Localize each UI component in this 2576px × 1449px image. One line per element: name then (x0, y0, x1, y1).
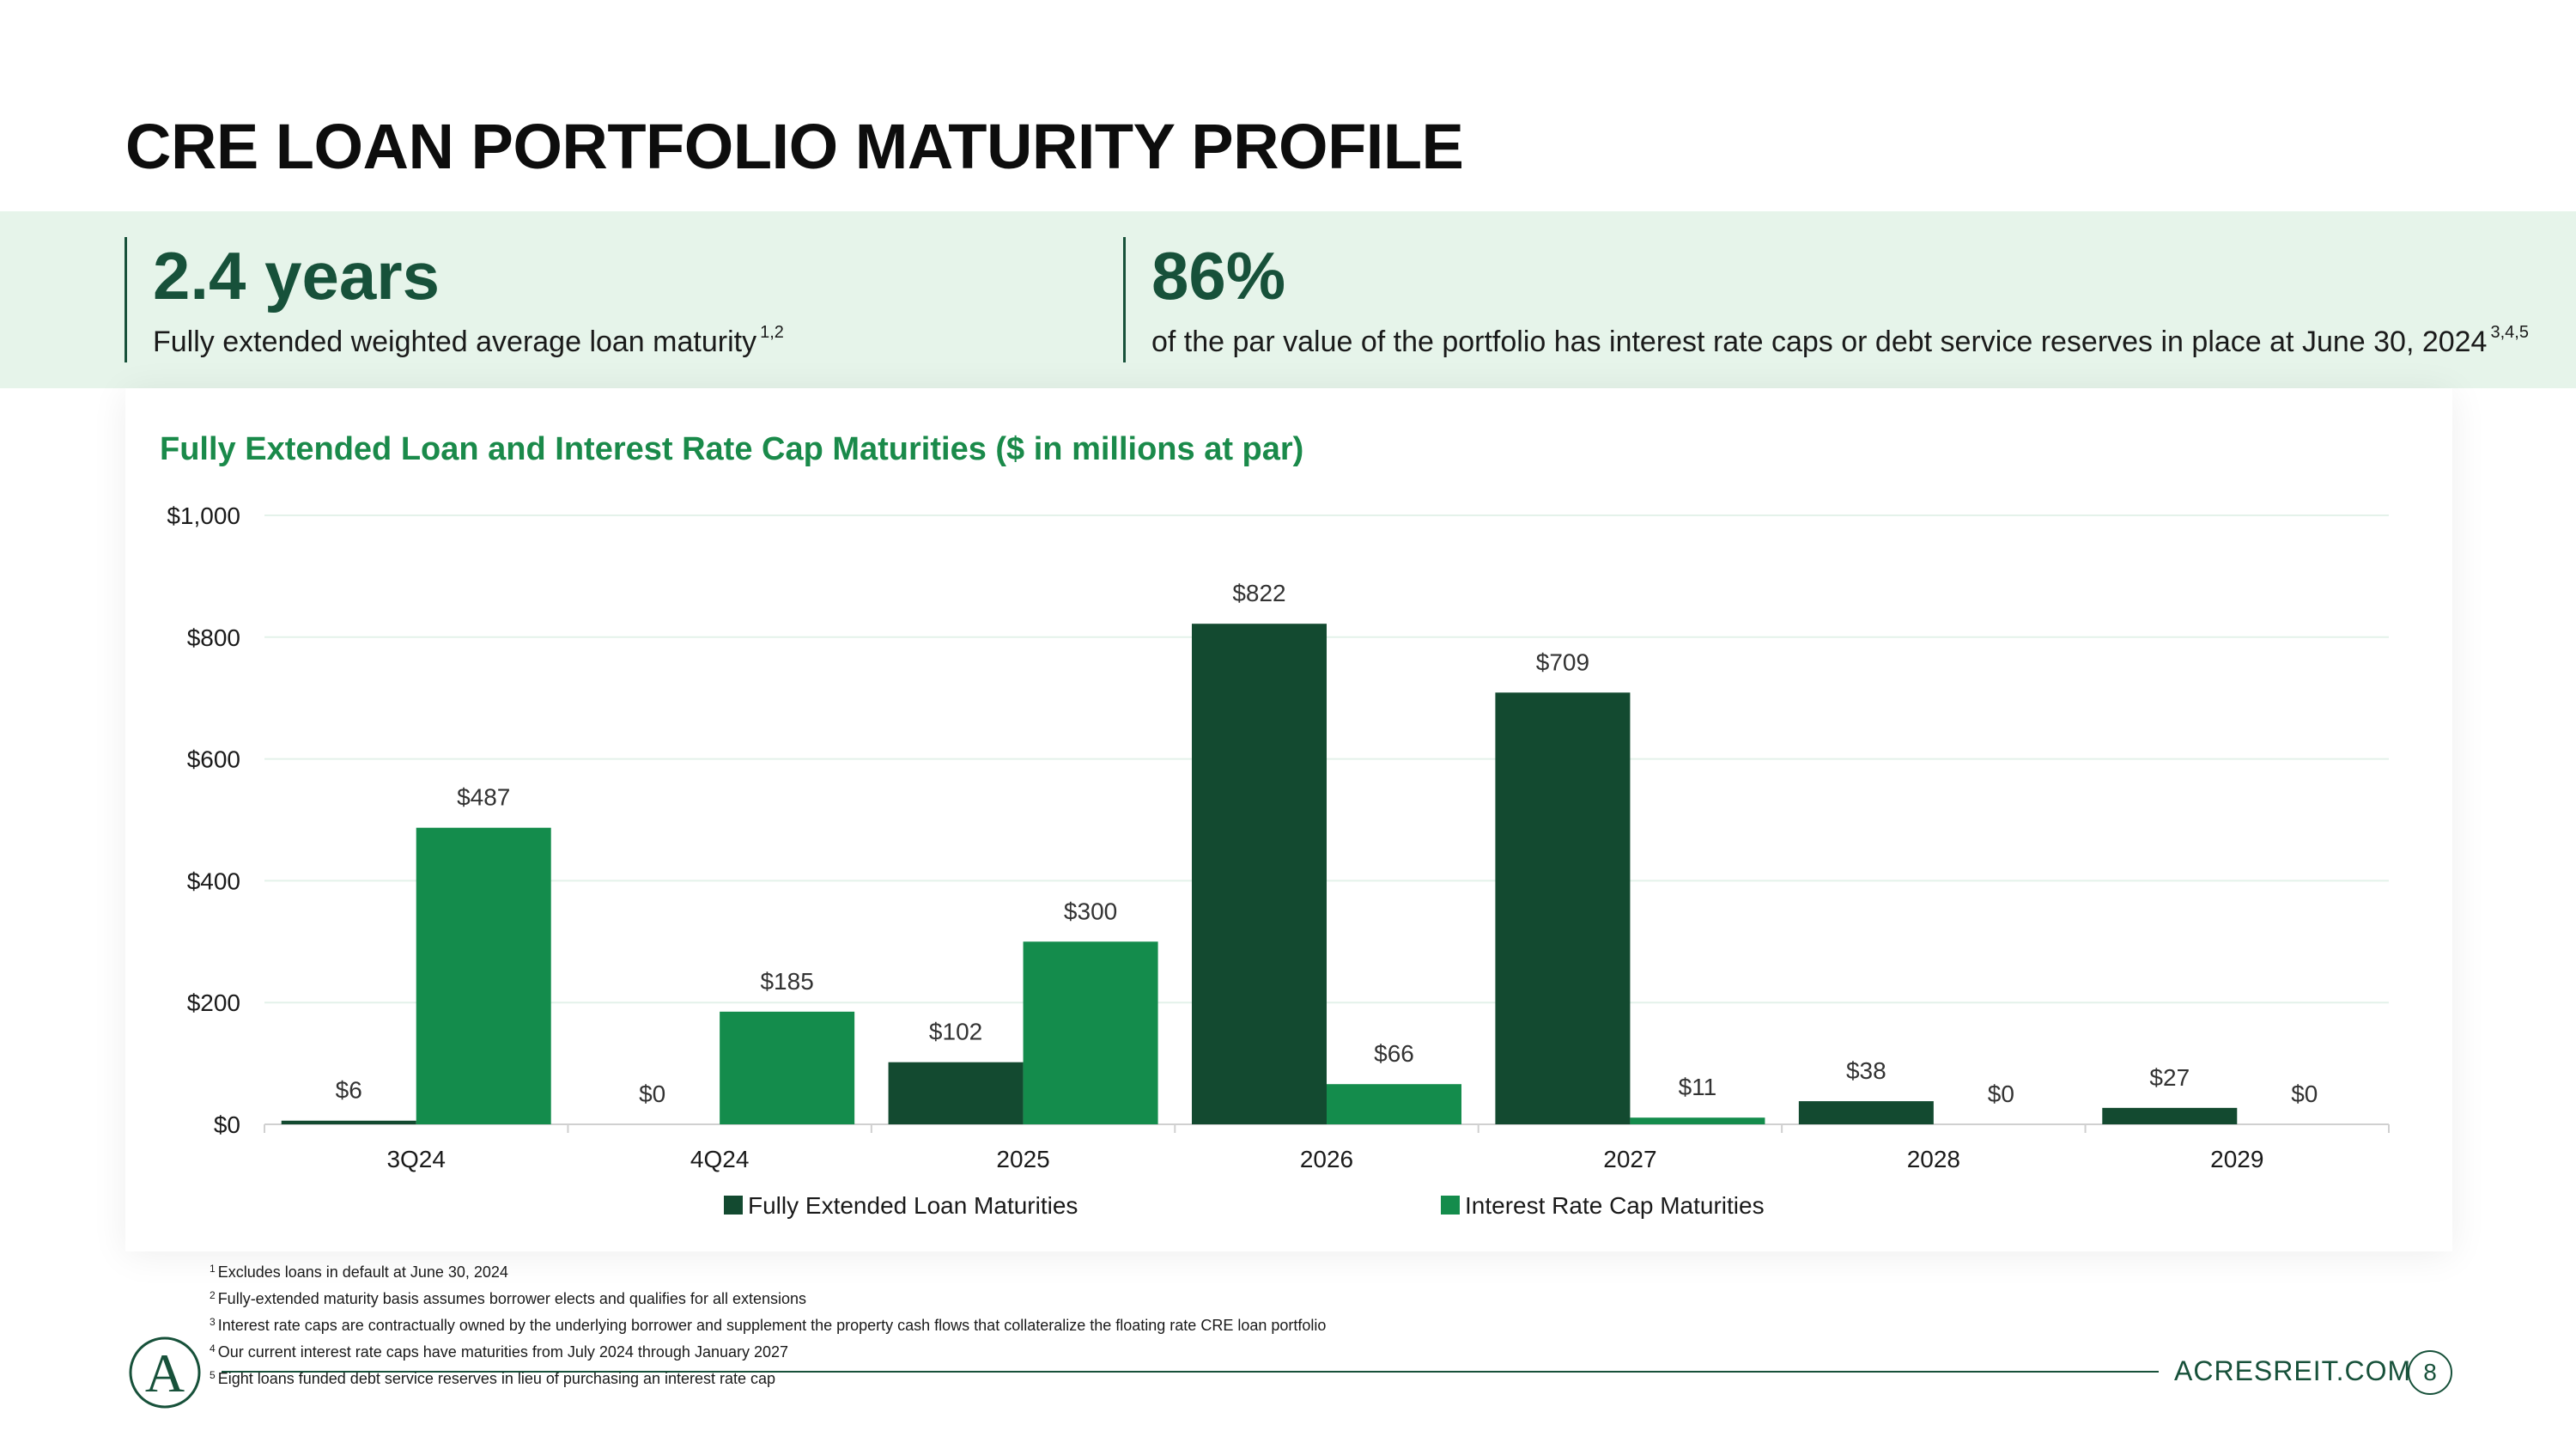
data-label: $709 (1536, 648, 1589, 675)
kpi-description-text: Fully extended weighted average loan mat… (153, 326, 757, 358)
data-label: $0 (2291, 1081, 2318, 1107)
y-tick-label: $200 (187, 989, 240, 1016)
kpi-description: of the par value of the portfolio has in… (1151, 323, 2529, 359)
legend-swatch (1441, 1196, 1460, 1215)
kpi-band: 2.4 years Fully extended weighted averag… (0, 211, 2576, 388)
y-tick-label: $400 (187, 868, 240, 894)
loan-maturity-bar (1192, 624, 1327, 1124)
x-tick-label: 2026 (1300, 1146, 1353, 1172)
data-label: $102 (929, 1019, 982, 1045)
kpi-description-text: of the par value of the portfolio has in… (1151, 326, 2488, 358)
footer-rule (222, 1371, 2159, 1373)
loan-maturity-bar (1798, 1101, 1934, 1124)
page-number: 8 (2408, 1350, 2452, 1395)
data-label: $822 (1232, 580, 1285, 606)
footnote-text: Eight loans funded debt service reserves… (217, 1370, 776, 1387)
y-tick-label: $800 (187, 624, 240, 651)
y-tick-label: $1,000 (167, 502, 240, 529)
chart-title: Fully Extended Loan and Interest Rate Ca… (160, 431, 1304, 467)
page-title: CRE LOAN PORTFOLIO MATURITY PROFILE (125, 111, 1464, 182)
data-label: $0 (639, 1081, 665, 1107)
data-label: $300 (1064, 898, 1117, 924)
footnote-text: Our current interest rate caps have matu… (217, 1343, 789, 1361)
data-label: $27 (2149, 1064, 2190, 1091)
rate-cap-bar (1327, 1084, 1461, 1124)
x-tick-label: 2028 (1907, 1146, 1960, 1172)
loan-maturity-bar (1495, 692, 1631, 1124)
data-label: $185 (760, 968, 813, 995)
y-tick-label: $0 (214, 1111, 240, 1138)
footnote-text: Fully-extended maturity basis assumes bo… (217, 1290, 807, 1307)
maturity-bar-chart: $0 $200 $400 $600 $800 $1,000 3Q24 $6 $487 4Q24 $0… (167, 502, 2390, 1219)
data-label: $0 (1988, 1081, 2014, 1107)
footnote: 4 Our current interest rate caps have mat… (210, 1337, 1326, 1364)
footnote-ref: 3,4,5 (2490, 323, 2529, 342)
kpi-value: 86% (1151, 238, 1286, 314)
footnote: 2 Fully-extended maturity basis assumes b… (210, 1284, 1326, 1311)
data-label: $11 (1679, 1074, 1717, 1100)
footnote-text: Interest rate caps are contractually own… (217, 1317, 1327, 1334)
x-tick-label: 4Q24 (690, 1146, 750, 1172)
rate-cap-bar (416, 827, 551, 1124)
footnote-number: 5 (210, 1369, 216, 1381)
footnote-number: 4 (210, 1342, 216, 1355)
footnote-number: 1 (210, 1263, 216, 1275)
footnote-text: Excludes loans in default at June 30, 20… (217, 1263, 508, 1281)
rate-cap-bar (1630, 1117, 1765, 1124)
kpi-value: 2.4 years (153, 238, 440, 314)
legend-label: Fully Extended Loan Maturities (748, 1192, 1078, 1219)
loan-maturity-bar (281, 1120, 416, 1124)
data-label: $38 (1846, 1057, 1886, 1084)
rate-cap-bar (1023, 941, 1158, 1124)
legend-swatch (724, 1196, 743, 1215)
acres-logo: A (129, 1336, 201, 1409)
data-label: $66 (1374, 1040, 1414, 1067)
logo-letter: A (145, 1342, 185, 1403)
data-label: $6 (336, 1077, 362, 1104)
site-url[interactable]: ACRESREIT.COM (2174, 1355, 2412, 1386)
x-tick-label: 2025 (996, 1146, 1049, 1172)
x-tick-label: 3Q24 (386, 1146, 446, 1172)
x-tick-label: 2027 (1603, 1146, 1656, 1172)
footnote: 5 Eight loans funded debt service reserve… (210, 1364, 1326, 1391)
chart-card: Fully Extended Loan and Interest Rate Ca… (125, 388, 2452, 1251)
x-tick-label: 2029 (2210, 1146, 2263, 1172)
kpi-maturity: 2.4 years Fully extended weighted averag… (125, 237, 784, 362)
kpi-caps: 86% of the par value of the portfolio ha… (1123, 237, 2529, 362)
footnote-ref: 1,2 (760, 323, 784, 342)
footnote: 1 Excludes loans in default at June 30, 2… (210, 1257, 1326, 1284)
legend-label: Interest Rate Cap Maturities (1465, 1192, 1765, 1219)
rate-cap-bar (720, 1011, 855, 1124)
loan-maturity-bar (888, 1062, 1024, 1124)
footnote-number: 2 (210, 1289, 216, 1301)
kpi-description: Fully extended weighted average loan mat… (153, 323, 784, 359)
footnotes: 1 Excludes loans in default at June 30, 2… (210, 1257, 1326, 1391)
y-tick-label: $600 (187, 746, 240, 773)
data-label: $487 (457, 784, 510, 811)
footnote: 3 Interest rate caps are contractually ow… (210, 1311, 1326, 1337)
loan-maturity-bar (2102, 1107, 2238, 1124)
footnote-number: 3 (210, 1316, 216, 1328)
